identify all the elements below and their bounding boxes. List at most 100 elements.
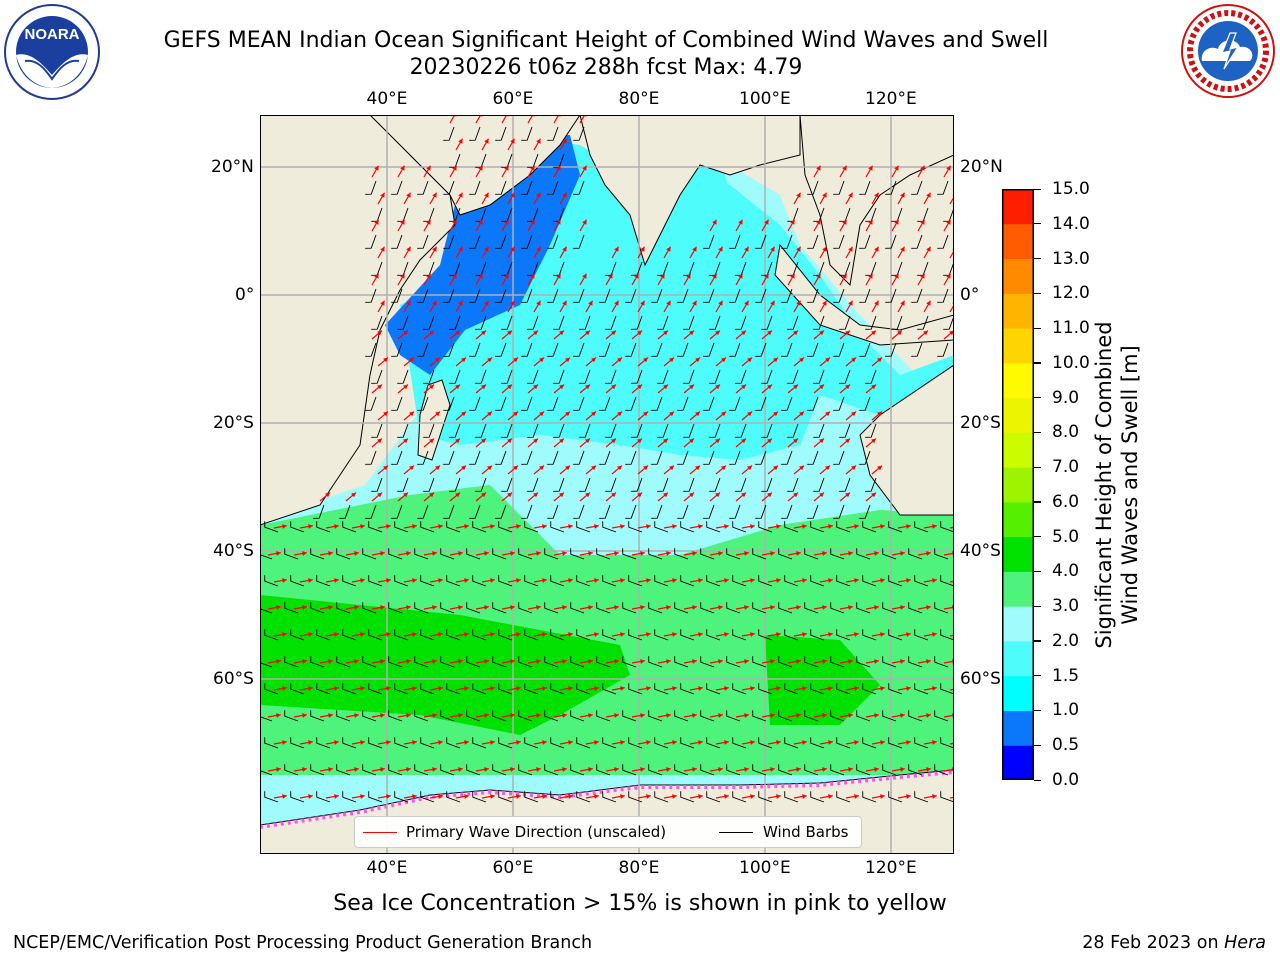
wind-barb xyxy=(839,423,851,438)
wind-barb xyxy=(726,764,741,776)
wave-arrowhead xyxy=(484,605,489,610)
wave-arrowhead xyxy=(672,794,677,799)
wind-barb xyxy=(856,548,871,560)
wave-arrowhead xyxy=(354,767,359,772)
wind-barb xyxy=(388,602,403,614)
wind-barb xyxy=(625,450,637,465)
colorbar-segment xyxy=(1002,467,1034,503)
wave-arrowhead xyxy=(536,138,541,144)
colorbar-segment xyxy=(1002,362,1034,399)
wind-barb xyxy=(420,683,435,695)
wind-barb xyxy=(492,602,507,614)
wind-barb xyxy=(781,234,793,249)
wind-barb xyxy=(443,126,455,141)
wave-arrowhead xyxy=(796,246,801,252)
wind-barb xyxy=(260,770,273,776)
wind-barb xyxy=(700,710,715,722)
wave-arrowhead xyxy=(620,632,625,637)
wave-direction-arrow xyxy=(949,580,954,583)
wave-arrowhead xyxy=(435,465,440,471)
wave-arrowhead xyxy=(452,219,457,225)
wind-barb xyxy=(882,548,897,560)
wave-arrowhead xyxy=(666,713,671,718)
wind-barb xyxy=(371,315,383,330)
wind-barb xyxy=(657,423,669,438)
wind-barb xyxy=(908,764,923,776)
wind-barb xyxy=(807,450,819,465)
wind-barb xyxy=(703,450,715,465)
wave-arrowhead xyxy=(568,632,573,637)
wave-arrowhead xyxy=(562,605,567,610)
wind-barb xyxy=(784,683,799,695)
wind-barb xyxy=(310,764,325,776)
wave-arrowhead xyxy=(464,578,469,583)
wave-arrowhead xyxy=(438,524,443,529)
wind-barb xyxy=(394,791,409,803)
wind-barb xyxy=(674,602,689,614)
wave-arrowhead xyxy=(932,524,937,529)
wind-barb xyxy=(813,423,825,438)
wind-barb xyxy=(573,450,585,465)
wind-barb xyxy=(865,423,877,438)
wind-barb xyxy=(368,737,383,749)
wind-barb xyxy=(830,602,845,614)
colorbar-tick-label: 15.0 xyxy=(1052,179,1090,199)
wave-arrowhead xyxy=(328,713,333,718)
wind-barb xyxy=(391,342,403,357)
wave-arrowhead xyxy=(536,246,541,252)
wave-arrowhead xyxy=(646,794,651,799)
wind-barb xyxy=(911,288,923,303)
wave-arrowhead xyxy=(559,492,564,498)
wind-barb xyxy=(674,710,689,722)
wave-arrowhead xyxy=(478,165,483,171)
wave-arrowhead xyxy=(455,384,460,390)
wave-arrowhead xyxy=(874,300,879,306)
wind-barb xyxy=(908,548,923,560)
wave-arrowhead xyxy=(565,411,570,417)
wave-arrowhead xyxy=(588,659,593,664)
wave-arrowhead xyxy=(403,438,408,444)
wave-arrowhead xyxy=(770,659,775,664)
wind-barb xyxy=(830,656,845,668)
wave-arrowhead xyxy=(568,740,573,745)
wave-arrowhead xyxy=(796,767,801,772)
sea-ice-fringe xyxy=(260,770,954,829)
wave-arrowhead xyxy=(400,273,405,279)
wave-arrowhead xyxy=(400,165,405,171)
wave-arrowhead xyxy=(608,273,613,279)
wind-barb xyxy=(859,504,871,519)
wave-arrowhead xyxy=(562,659,567,664)
wave-arrowhead xyxy=(848,192,853,198)
wave-arrowhead xyxy=(906,794,911,799)
wave-arrowhead xyxy=(302,713,307,718)
wave-arrowhead xyxy=(660,273,665,279)
wave-arrowhead xyxy=(276,659,281,664)
wind-barb xyxy=(446,521,461,533)
wave-arrowhead xyxy=(802,524,807,529)
australia-landmass xyxy=(859,364,954,516)
wave-arrowhead xyxy=(568,794,573,799)
wind-barb xyxy=(260,662,273,668)
wave-arrowhead xyxy=(672,524,677,529)
wave-arrowhead xyxy=(562,246,567,252)
wind-barb xyxy=(752,656,767,668)
wave-arrowhead xyxy=(461,465,466,471)
wave-arrowhead xyxy=(718,767,723,772)
wave-arrowhead xyxy=(640,713,645,718)
wind-barb xyxy=(472,521,487,533)
wave-arrowhead xyxy=(715,492,720,498)
wind-barb xyxy=(787,315,799,330)
wind-barb xyxy=(466,764,481,776)
wave-arrowhead xyxy=(380,246,385,252)
wave-arrowhead xyxy=(692,767,697,772)
wave-arrowhead xyxy=(663,330,668,336)
wind-barb xyxy=(758,521,773,533)
wave-arrowhead xyxy=(386,686,391,691)
colorbar xyxy=(1002,189,1034,780)
wave-arrowhead xyxy=(490,578,495,583)
wind-barb xyxy=(628,737,643,749)
wind-barb-label: Wind Barbs xyxy=(763,823,849,841)
wave-arrowhead xyxy=(510,713,515,718)
wave-arrowhead xyxy=(484,767,489,772)
wave-arrowhead xyxy=(588,767,593,772)
